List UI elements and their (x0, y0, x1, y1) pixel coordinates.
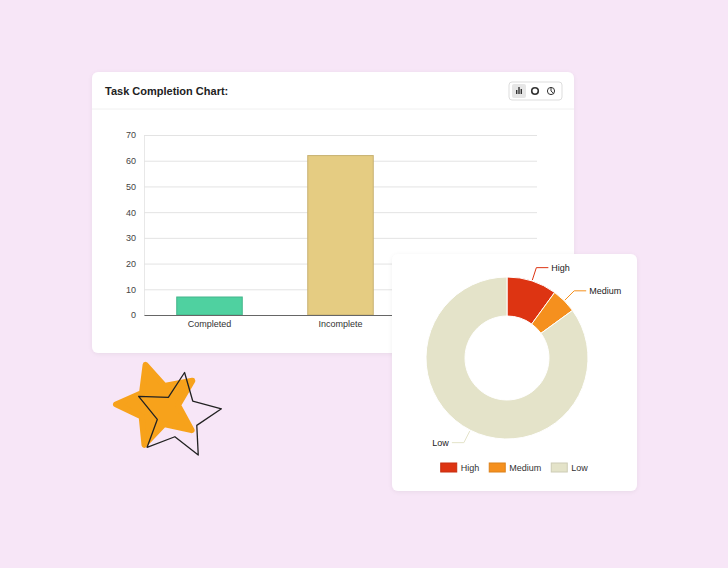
icon-part (551, 87, 554, 93)
background (0, 0, 728, 568)
legend-label: Medium (509, 463, 541, 473)
legend-label: High (461, 463, 480, 473)
bars (177, 156, 374, 315)
slice (426, 277, 588, 439)
tick-label: 50 (126, 182, 136, 192)
icon-part (518, 87, 519, 94)
icon-part (532, 88, 539, 95)
slice-labels: High Medium Low (432, 263, 621, 448)
slice-label: Low (432, 438, 449, 448)
card-background (392, 254, 637, 491)
legend-label: Low (571, 463, 588, 473)
axis-line (145, 315, 407, 316)
slices (426, 277, 588, 439)
star-outline (139, 372, 222, 455)
legend-swatch (489, 463, 505, 472)
button-group-frame (509, 82, 562, 100)
tick-label: Completed (188, 319, 232, 329)
leader-line (452, 431, 470, 443)
axis-line (144, 136, 145, 316)
legend: High Medium Low (441, 463, 589, 473)
button-background[interactable] (544, 84, 558, 98)
legend-item: Low (551, 463, 588, 473)
button-background[interactable] (528, 84, 542, 98)
icon-part (547, 87, 554, 94)
tick: 70 (126, 130, 537, 140)
tick-label: Incomplete (318, 319, 362, 329)
tick-label: 0 (131, 310, 136, 320)
tick: Incomplete (318, 315, 362, 329)
tick-label: 20 (126, 259, 136, 269)
legend-item: High (441, 463, 480, 473)
chart-type-button[interactable] (512, 84, 526, 98)
tick-label: 60 (126, 156, 136, 166)
tick-label: 40 (126, 208, 136, 218)
decoration (116, 365, 221, 455)
legend-swatch (551, 463, 567, 472)
icon-part (521, 89, 522, 94)
header-divider (92, 109, 574, 110)
legend-swatch (441, 463, 457, 472)
chart-type-button[interactable] (528, 84, 542, 98)
legend-item: Medium (489, 463, 541, 473)
leader-line (565, 291, 586, 300)
canvas: Task Completion Chart: 0 10 20 30 40 50 60 70 Com… (0, 0, 728, 568)
button-background[interactable] (512, 84, 526, 98)
star-filled (116, 365, 192, 445)
leader-line (532, 268, 548, 280)
chart-type-button[interactable] (544, 84, 558, 98)
tick: Completed (188, 315, 232, 329)
x-axis: Completed Incomplete (145, 315, 407, 329)
icon-part (516, 90, 517, 94)
chart-title: Task Completion Chart: (105, 85, 228, 97)
bar (177, 297, 243, 315)
grid-line (144, 135, 537, 136)
chart-type-buttons (509, 82, 562, 100)
slice-label: Medium (589, 286, 621, 296)
tick-label: 30 (126, 233, 136, 243)
donut-card: High Medium Low High Medium Low (392, 254, 637, 491)
slice-label: High (551, 263, 570, 273)
bar (308, 156, 374, 315)
tick-label: 70 (126, 130, 136, 140)
tick-label: 10 (126, 285, 136, 295)
